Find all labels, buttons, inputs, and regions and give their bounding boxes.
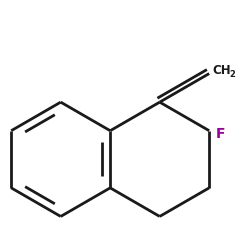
Text: F: F <box>216 126 226 140</box>
Text: CH: CH <box>212 64 231 77</box>
Text: 2: 2 <box>230 70 236 79</box>
